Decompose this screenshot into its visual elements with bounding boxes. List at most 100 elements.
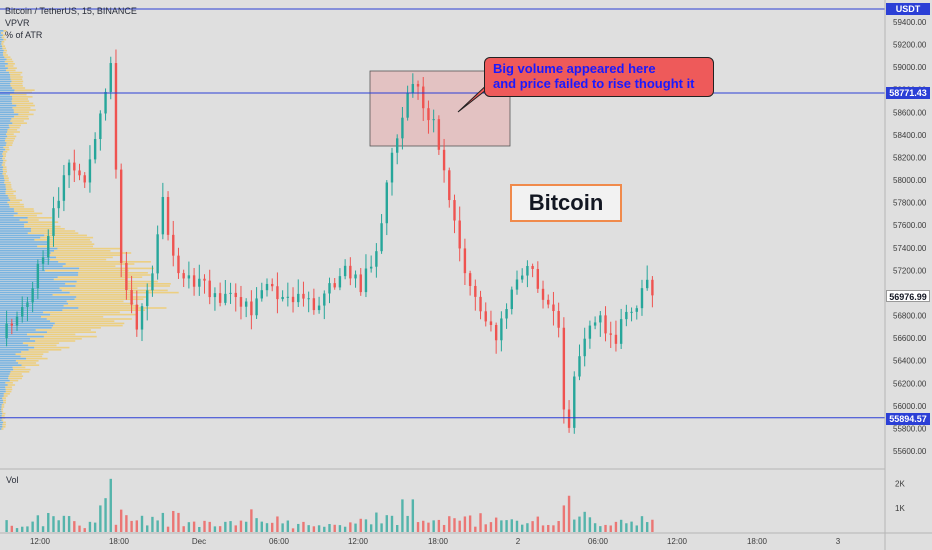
volume-bar <box>463 516 467 532</box>
vp-bar-down <box>11 100 30 102</box>
price-tick-label: 56600.00 <box>893 334 927 343</box>
vp-bar-down <box>61 289 168 292</box>
candle-body <box>260 290 263 299</box>
candle-body <box>203 278 206 281</box>
symbol-title[interactable]: Bitcoin / TetherUS, 15, BINANCE <box>5 6 137 16</box>
vp-bar-up <box>0 113 19 116</box>
vp-bar-up <box>0 131 8 133</box>
vp-bar-up <box>0 225 25 228</box>
candle-body <box>135 304 139 330</box>
vp-bar-down <box>47 331 96 333</box>
vp-bar-down <box>46 243 95 245</box>
indicator-atr[interactable]: % of ATR <box>5 30 43 40</box>
volume-bar <box>218 526 222 532</box>
vp-bar-up <box>0 210 15 212</box>
vp-bar-down <box>27 221 59 223</box>
vp-bar-up <box>0 199 11 201</box>
vp-bar-down <box>4 181 11 184</box>
price-tick-label: 59200.00 <box>893 41 927 50</box>
vp-bar-down <box>15 353 44 355</box>
vp-bar-up <box>0 219 20 221</box>
vp-bar-down <box>28 349 62 351</box>
vp-bar-up <box>0 313 51 316</box>
candle-body <box>156 234 159 274</box>
vp-bar-down <box>3 54 8 56</box>
candle-body <box>161 196 165 235</box>
candle-body <box>552 304 555 312</box>
vp-bar-down <box>5 148 10 151</box>
vp-bar-down <box>30 338 82 340</box>
time-tick-label: Dec <box>192 537 206 546</box>
vp-bar-up <box>0 318 47 320</box>
vp-bar-down <box>1 428 4 430</box>
price-tick-label: 57400.00 <box>893 244 927 253</box>
volume-bar <box>73 521 76 532</box>
vp-bar-down <box>57 276 143 278</box>
candle-body <box>281 296 284 300</box>
vp-bar-up <box>0 177 4 179</box>
vp-bar-down <box>3 49 8 52</box>
time-tick-label: 3 <box>836 537 841 546</box>
vp-bar-up <box>0 151 4 153</box>
vp-bar-down <box>40 236 94 239</box>
vp-bar-down <box>17 212 43 215</box>
vp-bar-down <box>48 241 92 243</box>
vp-bar-down <box>10 74 21 76</box>
vp-bar-up <box>0 421 4 424</box>
time-axis[interactable]: 12:00 18:00 Dec 06:00 12:00 18:00 2 06:00 12:00 1… <box>30 537 841 546</box>
volume-bar <box>640 516 644 532</box>
chart-legend: Bitcoin / TetherUS, 15, BINANCE VPVR % o… <box>5 5 137 41</box>
volume-bar <box>526 523 529 532</box>
bitcoin-title-box[interactable]: Bitcoin <box>510 184 622 222</box>
vp-bar-down <box>10 120 24 122</box>
price-axis[interactable]: 55600.00 55800.00 56000.00 56200.00 56400.00… <box>893 18 927 513</box>
vp-bar-down <box>12 96 33 98</box>
candle-body <box>583 338 586 357</box>
vp-bar-down <box>11 118 29 120</box>
vp-bar-up <box>0 63 8 65</box>
vp-bar-up <box>0 111 14 113</box>
candle-body <box>333 283 336 288</box>
vp-bar-up <box>0 263 66 265</box>
horizontal-lines[interactable] <box>0 8 885 419</box>
vp-bar-up <box>0 120 11 122</box>
vp-bar-down <box>34 346 70 349</box>
volume-callout[interactable]: Big volume appeared here and price faile… <box>484 57 714 97</box>
volume-bars <box>5 478 654 532</box>
vp-bar-down <box>5 186 12 188</box>
volume-bar <box>536 516 540 532</box>
candle-body <box>5 323 8 339</box>
candle-body <box>411 83 415 94</box>
vp-bar-up <box>0 362 19 364</box>
vp-bar-up <box>0 278 54 281</box>
candle-body <box>78 170 81 176</box>
volume-bar <box>192 521 196 532</box>
vp-bar-up <box>0 56 5 58</box>
vp-bar-down <box>66 300 124 303</box>
vp-bar-down <box>13 368 31 371</box>
vp-bar-down <box>78 272 148 274</box>
candle-body <box>448 170 451 201</box>
candle-body <box>125 262 128 290</box>
price-tick-label: 55800.00 <box>893 424 927 433</box>
vp-bar-up <box>0 412 3 415</box>
volume-bar <box>437 519 441 532</box>
volume-pane-label[interactable]: Vol <box>6 475 19 485</box>
vp-bar-down <box>2 34 6 36</box>
volume-bar <box>302 521 305 532</box>
vp-bar-down <box>2 162 6 164</box>
vp-bar-down <box>3 175 8 177</box>
vp-bar-down <box>2 153 7 155</box>
vp-bar-down <box>8 124 21 127</box>
vp-bar-up <box>0 214 14 217</box>
candle-body <box>73 162 76 171</box>
vp-bar-up <box>0 82 11 85</box>
candle-body <box>557 311 560 328</box>
candle-body <box>619 319 623 344</box>
candle-body <box>494 324 498 341</box>
candle-body <box>599 315 602 323</box>
candle-body <box>255 298 258 316</box>
vp-bar-down <box>63 305 140 307</box>
indicator-vpvr[interactable]: VPVR <box>5 18 30 28</box>
